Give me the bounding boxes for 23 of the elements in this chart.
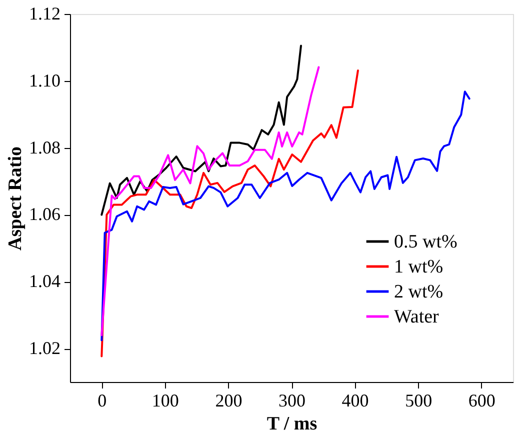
x-tick-label: 300 <box>278 390 306 410</box>
x-tick-label: 600 <box>468 390 496 410</box>
y-axis-title: Aspect Ratio <box>5 146 26 250</box>
x-tick-label: 500 <box>405 390 432 410</box>
y-tick-label: 1.06 <box>29 204 60 224</box>
x-tick-label: 200 <box>215 390 242 410</box>
x-tick-label: 100 <box>152 390 179 410</box>
legend-label: 0.5 wt% <box>394 232 458 252</box>
line-series <box>100 66 320 336</box>
y-tick-label: 1.02 <box>29 338 60 358</box>
x-tick-label: 400 <box>342 390 369 410</box>
y-tick-label: 1.04 <box>29 271 60 292</box>
legend-label: Water <box>394 306 440 328</box>
y-tick-label: 1.10 <box>29 70 60 90</box>
x-tick-label: 0 <box>98 390 107 410</box>
y-tick-label: 1.12 <box>29 4 60 24</box>
line-series <box>100 44 302 216</box>
line-series <box>100 90 470 342</box>
legend-label: 1 wt% <box>394 256 444 278</box>
x-axis-title: T / ms <box>266 414 318 434</box>
legend-label: 2 wt% <box>394 282 444 302</box>
line-series <box>100 70 359 358</box>
y-tick-label: 1.08 <box>29 137 60 158</box>
